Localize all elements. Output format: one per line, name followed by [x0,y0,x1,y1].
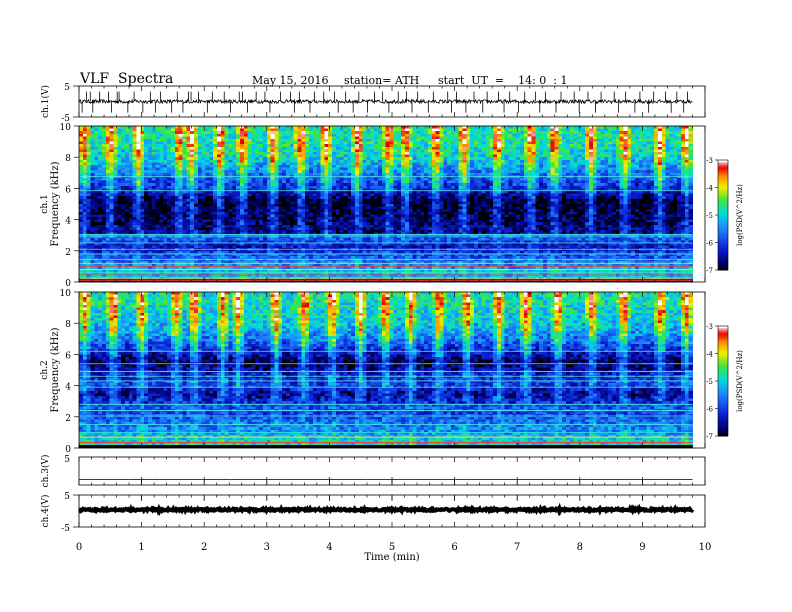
ylabel-ch4-waveform: ch.4(V) [40,495,51,528]
start-time-label: start UT = 14: 0 : 1 [438,74,568,87]
ytick-label: 4 [65,217,71,227]
ytick-label: 8 [65,154,71,164]
colorbar-tick-label: -3 [706,157,713,165]
colorbar-ch2-spectrogram [715,325,729,437]
panel-frame-4 [78,456,706,486]
colorbar-ch1-spectrogram [715,159,729,271]
chart-title: VLF Spectra [80,71,173,87]
channel-label: ch.1 [40,194,50,213]
xtick-label: 4 [326,542,332,553]
xtick-label: 10 [699,542,712,553]
panel-frame-2 [78,125,706,283]
ylabel-ch3-waveform: ch.3(V) [40,455,51,488]
xtick-label: 3 [264,542,270,553]
xtick-label: 6 [451,542,457,553]
ytick-label: 2 [65,414,71,424]
xtick-label: 9 [639,542,645,553]
channel-label: ch.2 [40,360,50,379]
ytick-label: 6 [65,185,71,195]
colorbar-tick-label: -5 [706,212,713,220]
ytick-label: 8 [65,320,71,330]
signal-trace-ch4-waveform [78,502,695,517]
ytick-label: 5 [64,492,70,502]
ytick-label: -5 [61,524,70,534]
station-label: station= ATH [344,74,419,87]
xtick-label: 5 [389,542,395,553]
colorbar-tick-label: -7 [706,433,713,441]
spectrogram-ch2-spectrogram [79,292,693,449]
colorbar-label: log(PSD(V^2/Hz) [736,184,744,246]
ytick-label: 5 [64,83,70,93]
xtick-label: 0 [76,542,82,553]
colorbar-label: log(PSD(V^2/Hz) [736,350,744,412]
colorbar-tick-label: -7 [706,267,713,275]
ytick-label: 10 [60,123,72,133]
colorbar-tick-label: -6 [706,240,713,248]
ytick-label: 5 [64,455,70,465]
xtick-label: 1 [138,542,144,553]
ytick-label: -5 [61,114,70,124]
ylabel-frequency: Frequency (kHz) [50,161,61,246]
ytick-label: 4 [65,383,71,393]
signal-trace-ch1-waveform [78,98,693,105]
ylabel-ch1-waveform: ch.1(V) [40,85,51,118]
date-label: May 15, 2016 [252,74,329,87]
colorbar-tick-label: -4 [706,185,713,193]
xtick-label: 7 [514,542,520,553]
ylabel-frequency: Frequency (kHz) [50,327,61,412]
ytick-label: 2 [65,248,71,258]
ytick-label: 0 [65,279,71,289]
colorbar-tick-label: -3 [706,323,713,331]
colorbar-tick-label: -4 [706,351,713,359]
ytick-label: 10 [60,289,72,299]
xtick-label: 2 [201,542,207,553]
ytick-label: 6 [65,351,71,361]
ytick-label: 0 [65,445,71,455]
panel-frame-3 [78,291,706,449]
colorbar-tick-label: -6 [706,406,713,414]
colorbar-tick-label: -5 [706,378,713,386]
xlabel: Time (min) [364,552,419,563]
spectrogram-ch1-spectrogram [79,126,693,283]
xtick-label: 8 [577,542,583,553]
